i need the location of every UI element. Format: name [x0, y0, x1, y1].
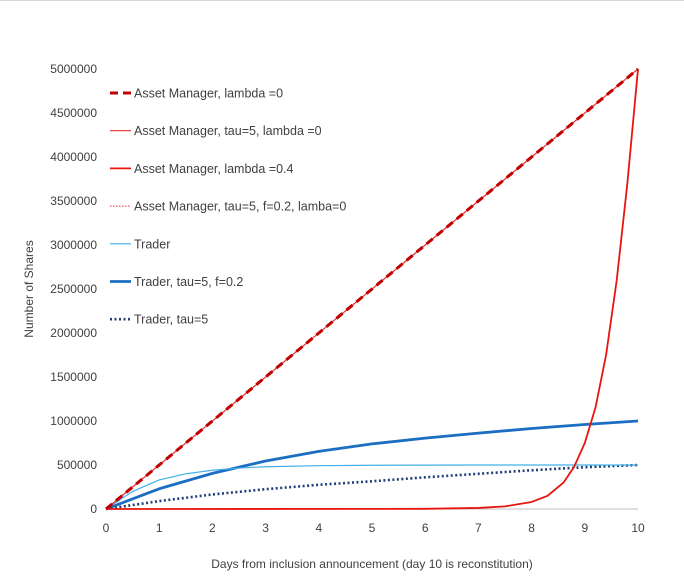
legend-label: Asset Manager, tau=5, f=0.2, lamba=0	[134, 200, 346, 214]
legend-label: Trader	[134, 237, 170, 251]
y-tick-label: 5000000	[50, 62, 97, 76]
series-group	[105, 67, 639, 511]
y-tick-label: 2500000	[50, 282, 97, 296]
y-tick-label: 3500000	[50, 194, 97, 208]
legend-label: Asset Manager, lambda =0	[134, 87, 283, 101]
y-tick-label: 3000000	[50, 238, 97, 252]
legend-label: Asset Manager, lambda =0.4	[134, 162, 294, 176]
x-tick-label: 4	[315, 521, 322, 535]
x-tick-label: 2	[209, 521, 216, 535]
series-line-5	[105, 464, 638, 510]
x-tick-label: 1	[156, 521, 163, 535]
y-tick-label: 1000000	[50, 414, 97, 428]
y-axis-ticks: 0 500000 1000000 1500000 2000000 2500000 30000…	[50, 62, 97, 516]
y-tick-label: 4000000	[50, 150, 97, 164]
legend: Asset Manager, lambda =0 Asset Manager, t…	[110, 87, 346, 327]
x-tick-label: 3	[262, 521, 269, 535]
x-axis-title: Days from inclusion announcement (day 10…	[211, 557, 533, 571]
y-tick-label: 0	[90, 502, 97, 516]
y-tick-label: 2000000	[50, 326, 97, 340]
x-tick-label: 7	[475, 521, 482, 535]
top-border-line	[0, 0, 684, 1]
y-tick-label: 500000	[57, 458, 97, 472]
y-tick-label: 1500000	[50, 370, 97, 384]
series-line-3	[105, 68, 639, 510]
legend-label: Asset Manager, tau=5, lambda =0	[134, 124, 322, 138]
x-tick-label: 9	[581, 521, 588, 535]
x-tick-label: 0	[103, 521, 110, 535]
x-tick-label: 10	[631, 521, 645, 535]
y-tick-label: 4500000	[50, 106, 97, 120]
legend-label: Trader, tau=5	[134, 313, 208, 327]
legend-label: Trader, tau=5, f=0.2	[134, 275, 243, 289]
x-tick-label: 5	[369, 521, 376, 535]
x-axis-ticks: 0 1 2 3 4 5 6 7 8 9 10	[103, 521, 645, 535]
series-line-1	[105, 67, 639, 511]
series-line-6	[105, 419, 639, 511]
x-tick-label: 8	[528, 521, 535, 535]
y-axis-title: Number of Shares	[22, 240, 36, 337]
x-tick-label: 6	[422, 521, 429, 535]
